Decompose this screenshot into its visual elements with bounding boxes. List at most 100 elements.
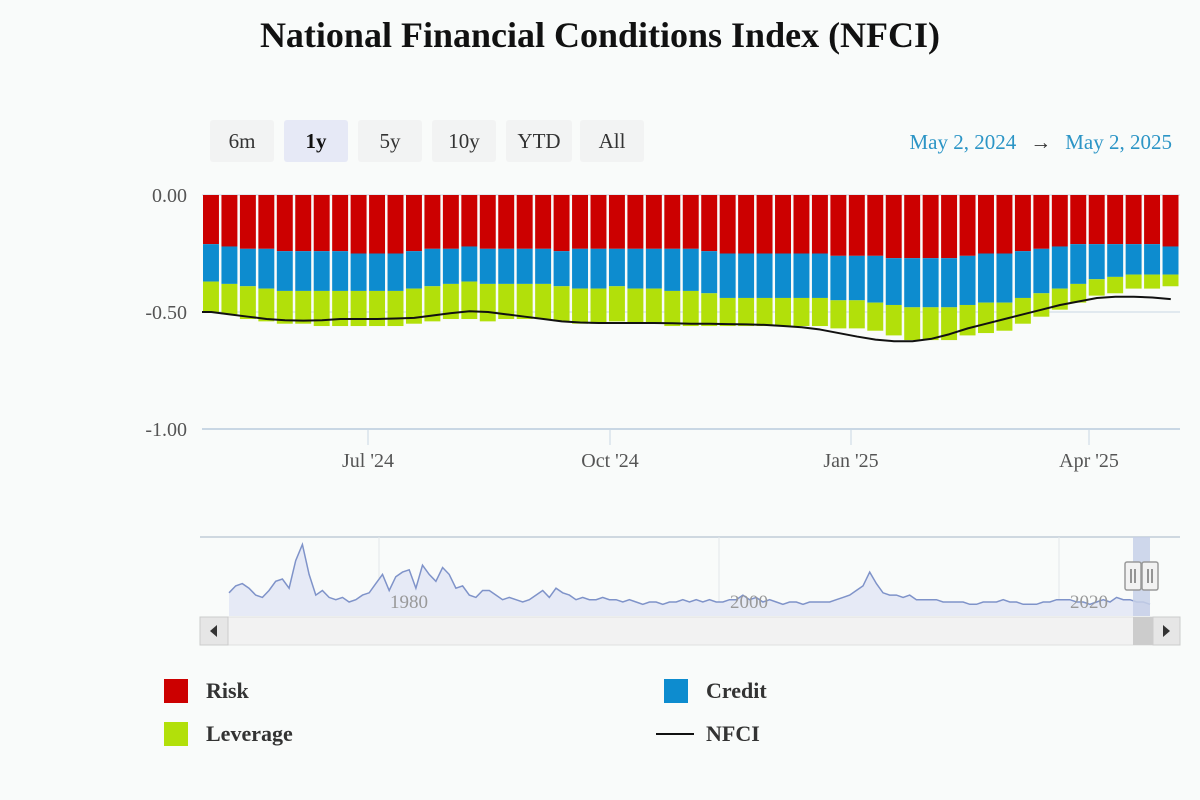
bar-risk [295,195,312,252]
bar-risk [959,195,976,256]
bar-risk [627,195,644,249]
legend-risk[interactable]: Risk [164,678,249,704]
bar-credit [793,253,810,298]
bar-credit [941,258,958,308]
range-button-5y[interactable]: 5y [358,120,422,162]
bar-credit [885,258,902,305]
bar-risk [572,195,589,249]
date-from[interactable]: May 2, 2024 [909,130,1017,154]
navigator-line [228,542,1151,606]
bar-risk [553,195,570,252]
bar-risk [369,195,386,254]
legend-credit[interactable]: Credit [664,678,767,704]
bar-credit [682,248,699,291]
bar-leverage [1125,274,1142,289]
bar-leverage [203,281,219,312]
bar-credit [959,255,976,305]
bar-credit [1088,244,1105,280]
bar-risk [811,195,828,254]
bar-credit [608,248,625,287]
range-button-ytd[interactable]: YTD [506,120,572,162]
bar-credit [295,251,312,291]
bar-credit [1070,244,1087,284]
bar-leverage [701,293,718,327]
bar-risk [221,195,238,247]
bar-credit [811,253,828,298]
legend-nfci[interactable]: NFCI [656,721,760,747]
bar-credit [664,248,681,291]
bar-leverage [664,290,681,327]
bar-risk [479,195,496,249]
bar-risk [682,195,699,249]
legend-nfci-swatch [656,733,694,735]
bar-leverage [848,300,865,329]
bar-risk [756,195,773,254]
legend-nfci-label: NFCI [706,721,760,746]
bar-credit [516,248,533,284]
bar-risk [904,195,921,259]
bar-credit [276,251,293,291]
bar-credit [424,248,441,287]
bar-leverage [369,290,386,327]
y-axis: 0.00 -0.50 -1.00 [145,185,187,441]
scrollbar-thumb [1133,617,1153,645]
bar-leverage [830,300,847,329]
bar-leverage [535,283,552,320]
bar-leverage [904,307,921,341]
scroll-left-arrow-icon [210,625,217,637]
bar-leverage [1162,274,1179,287]
bar-credit [627,248,644,289]
bar-risk [664,195,681,249]
bar-risk [239,195,256,249]
navigator-tick-label: 2020 [1070,592,1108,613]
bar-risk [313,195,330,252]
bar-leverage [516,283,533,320]
bar-risk [516,195,533,249]
bar-leverage [978,302,994,334]
bar-leverage [221,283,238,315]
bar-leverage [1144,274,1161,289]
legend-credit-swatch [664,679,688,703]
bar-credit [258,248,275,289]
bar-leverage [442,283,459,320]
bar-risk [1125,195,1142,245]
bar-credit [775,253,791,298]
bar-leverage [1107,276,1124,294]
bar-credit [978,253,994,303]
bar-credit [645,248,662,289]
bar-leverage [627,288,644,324]
legend-risk-label: Risk [206,678,249,703]
bar-risk [1014,195,1031,252]
bar-leverage [350,290,367,327]
nfci-chart: 0.00 -0.50 -1.00 Jul '24 Oct '24 Jan '25 Apr … [145,185,1181,646]
range-button-1y[interactable]: 1y [284,120,348,162]
bar-leverage [1033,293,1050,317]
bar-credit [1107,244,1124,277]
range-button-6m[interactable]: 6m [210,120,274,162]
bar-leverage [276,290,293,324]
bar-risk [258,195,275,249]
bar-leverage [645,288,662,324]
chart-title: National Financial Conditions Index (NFC… [259,15,941,55]
x-tick-label: Apr '25 [1059,450,1119,472]
date-range: May 2, 2024 → May 2, 2025 [910,130,1173,155]
bar-leverage [996,302,1013,331]
chart-bars [203,195,1179,341]
date-to[interactable]: May 2, 2025 [1065,130,1172,154]
navigator-handle-left [1124,561,1142,591]
bar-risk [922,195,939,259]
bar-credit [719,253,736,298]
bar-credit [867,255,884,303]
range-button-10y[interactable]: 10y [432,120,496,162]
bar-leverage [811,297,828,327]
bar-credit [572,248,589,289]
legend-leverage[interactable]: Leverage [164,721,293,747]
bar-risk [775,195,791,254]
navigator-tick-label: 1980 [390,592,428,613]
bar-credit [535,248,552,284]
bar-credit [553,251,570,287]
bar-leverage [553,286,570,322]
range-button-all[interactable]: All [580,120,644,162]
bar-credit [1162,246,1179,275]
bar-credit [1125,244,1142,275]
